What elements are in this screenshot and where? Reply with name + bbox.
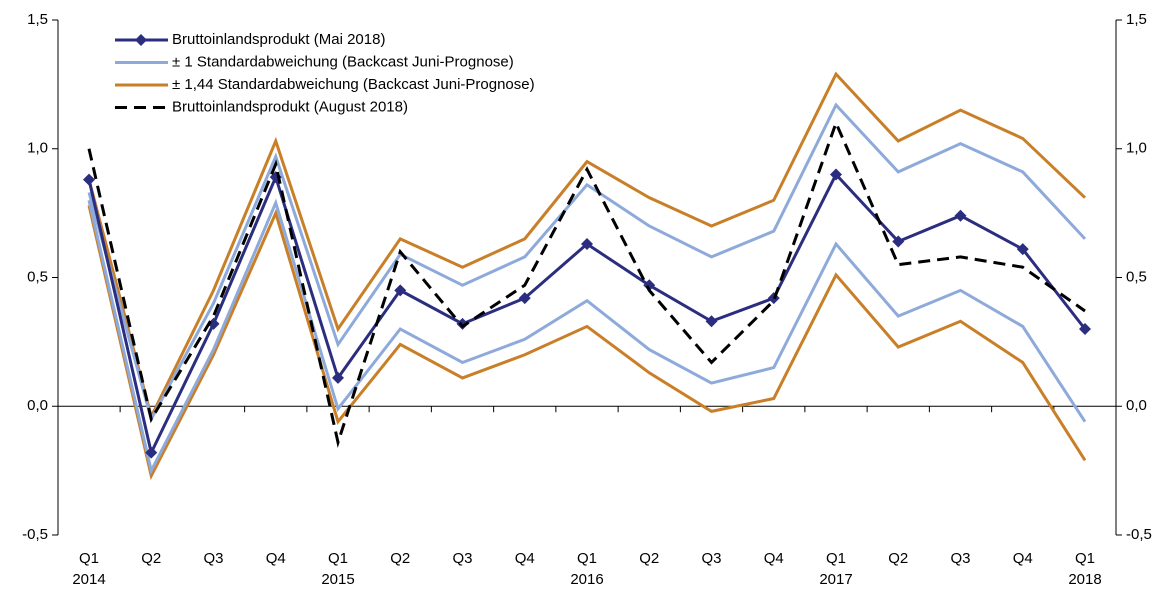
x-year-label: 2017: [819, 571, 852, 588]
series-line: [87, 171, 1087, 458]
x-tick-label: Q3: [203, 550, 223, 567]
diamond-marker: [830, 168, 842, 181]
legend-label: Bruttoinlandsprodukt (August 2018): [172, 98, 408, 115]
x-year-label: 2016: [570, 571, 603, 588]
y-tick-label: 1,5: [27, 11, 48, 28]
diamond-marker: [1016, 243, 1029, 256]
x-year-label: 2014: [72, 571, 105, 588]
diamond-marker: [892, 235, 905, 248]
diamond-marker: [456, 317, 469, 330]
diamond-marker: [643, 279, 656, 292]
x-tick-label: Q4: [1013, 550, 1033, 567]
diamond-marker: [954, 209, 967, 222]
series-line: [87, 118, 1086, 448]
x-tick-label: Q3: [452, 550, 472, 567]
band-lower-line: [87, 198, 1087, 475]
y-tick-label: -0,5: [22, 526, 48, 543]
diamond-marker: [394, 284, 407, 297]
x-tick-label: Q4: [266, 550, 286, 567]
y2-tick-label: -0,5: [1126, 526, 1152, 543]
y2-tick-label: 1,5: [1126, 11, 1147, 28]
band-lower-line: [87, 205, 1087, 481]
diamond-marker: [145, 446, 158, 459]
legend-label: ± 1 Standardabweichung (Backcast Juni-Pr…: [172, 53, 514, 70]
diamond-marker: [518, 292, 531, 305]
diamond-marker: [83, 173, 95, 186]
x-tick-label: Q3: [701, 550, 721, 567]
x-tick-label: Q3: [950, 550, 970, 567]
x-tick-label: Q2: [141, 550, 161, 567]
x-tick-label: Q4: [764, 550, 784, 567]
x-tick-label: Q2: [888, 550, 908, 567]
x-tick-label: Q2: [639, 550, 659, 567]
x-tick-label: Q1: [328, 550, 348, 567]
band-upper-line: [87, 102, 1087, 424]
legend-label: ± 1,44 Standardabweichung (Backcast Juni…: [172, 76, 535, 93]
diamond-marker: [1079, 323, 1091, 335]
x-tick-label: Q1: [826, 550, 846, 567]
band-upper-line: [87, 71, 1087, 421]
legend-marker: [135, 34, 147, 46]
diamond-marker: [581, 238, 593, 251]
legend-label: Bruttoinlandsprodukt (Mai 2018): [172, 31, 385, 48]
y-tick-label: 0,0: [27, 397, 48, 414]
x-tick-label: Q4: [515, 550, 535, 567]
x-tick-label: Q1: [1075, 550, 1095, 567]
y-tick-label: 0,5: [27, 268, 48, 285]
x-tick-label: Q2: [390, 550, 410, 567]
x-year-label: 2015: [321, 571, 354, 588]
y-tick-label: 1,0: [27, 140, 48, 157]
diamond-marker: [207, 317, 220, 330]
x-year-label: 2018: [1068, 571, 1101, 588]
x-tick-label: Q1: [577, 550, 597, 567]
y2-tick-label: 0,5: [1126, 268, 1147, 285]
y2-tick-label: 0,0: [1126, 397, 1147, 414]
diamond-marker: [705, 315, 718, 328]
x-tick-label: Q1: [79, 550, 99, 567]
diamond-marker: [332, 371, 344, 384]
y2-tick-label: 1,0: [1126, 140, 1147, 157]
